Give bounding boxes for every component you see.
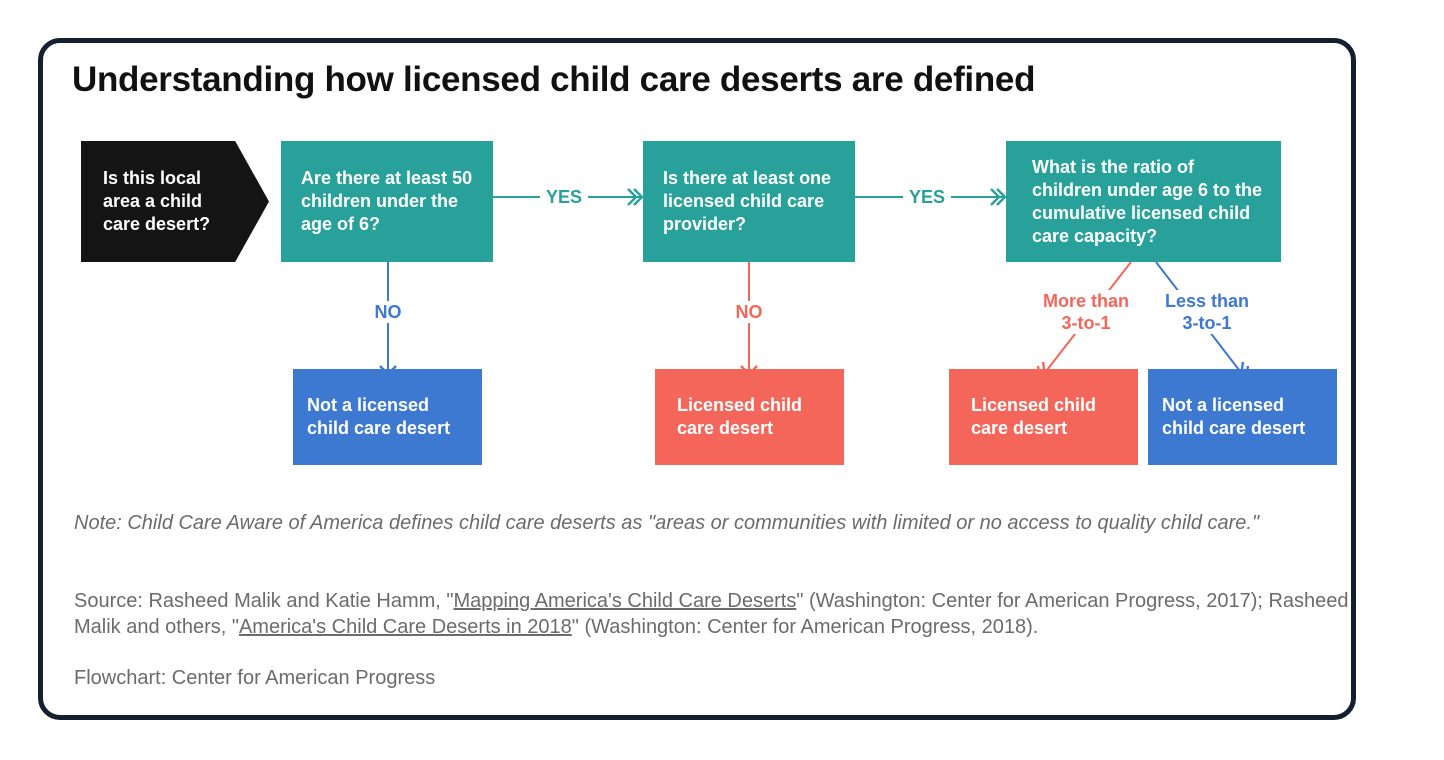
question-node-provider-text: Is there at least one licensed child car… [663, 168, 832, 234]
question-node-ratio: What is the ratio of children under age … [1006, 141, 1281, 262]
outcome-desert-1-text: Licensed child care desert [677, 395, 803, 438]
yes-arrowhead-1 [627, 188, 644, 206]
outcome-not-desert-2: Not a licensed child care desert [1148, 369, 1337, 465]
start-node-text: Is this local area a child care desert? [103, 168, 211, 234]
question-node-ratio-text: What is the ratio of children under age … [1032, 156, 1263, 246]
outcome-desert-1: Licensed child care desert [655, 369, 844, 465]
source-middle: " (Washington: Center for American Progr… [74, 590, 1349, 638]
yes-label-2: YES [903, 186, 951, 208]
more-than-label: More than 3-to-1 [1033, 290, 1139, 334]
source-link-2018[interactable]: America's Child Care Deserts in 2018 [238, 616, 572, 638]
start-node: Is this local area a child care desert? [81, 141, 269, 262]
question-node-children-count-text: Are there at least 50 children under the… [301, 168, 473, 234]
outcome-desert-2: Licensed child care desert [949, 369, 1138, 465]
no-label-1: NO [368, 301, 408, 323]
outcome-desert-2-text: Licensed child care desert [971, 395, 1097, 438]
question-node-children-count: Are there at least 50 children under the… [281, 141, 493, 262]
page-title: Understanding how licensed child care de… [72, 60, 1036, 99]
yes-arrowhead-2 [990, 188, 1007, 206]
yes-label-1: YES [540, 186, 588, 208]
outcome-not-desert-1: Not a licensed child care desert [293, 369, 482, 465]
no-label-2: NO [729, 301, 769, 323]
question-node-provider: Is there at least one licensed child car… [643, 141, 855, 262]
flowchart-credit: Flowchart: Center for American Progress [74, 667, 436, 689]
source-prefix: Source: Rasheed Malik and Katie Hamm, " [74, 590, 454, 612]
outcome-not-desert-2-text: Not a licensed child care desert [1162, 395, 1306, 438]
footnote: Note: Child Care Aware of America define… [74, 512, 1260, 534]
source-link-mapping[interactable]: Mapping America's Child Care Deserts [453, 590, 797, 612]
outcome-not-desert-1-text: Not a licensed child care desert [307, 395, 451, 438]
source-citation: Source: Rasheed Malik and Katie Hamm, "M… [74, 588, 1354, 640]
less-than-label: Less than 3-to-1 [1156, 290, 1258, 334]
source-suffix: " (Washington: Center for American Progr… [571, 616, 1039, 638]
